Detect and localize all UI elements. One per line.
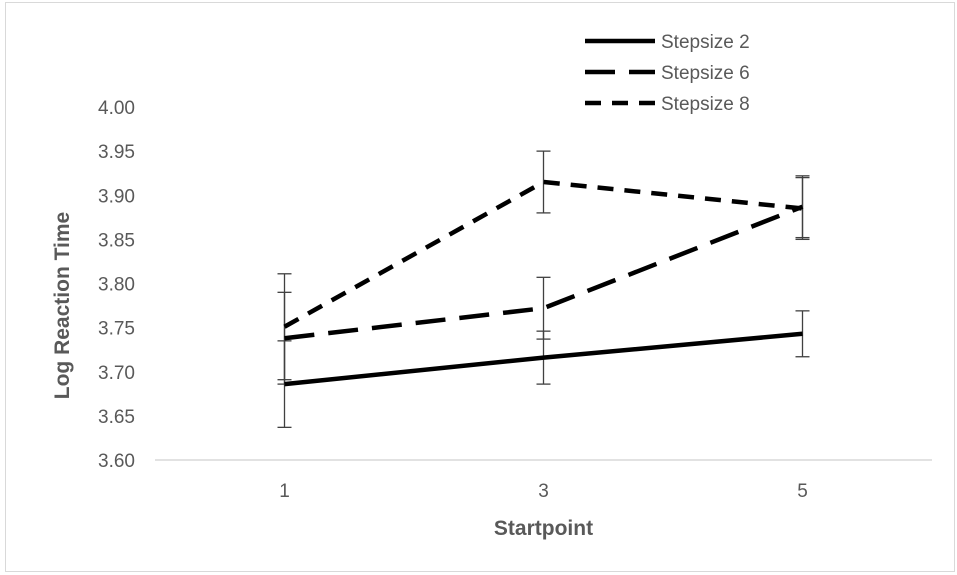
series-line xyxy=(284,331,803,387)
chart-frame xyxy=(5,2,955,572)
y-tick-label: 3.85 xyxy=(98,230,135,251)
x-tick-label: 3 xyxy=(538,481,549,502)
series-lines xyxy=(283,179,804,387)
x-tick-label: 5 xyxy=(797,481,808,502)
y-tick-label: 3.90 xyxy=(98,186,135,207)
legend-label: Stepsize 8 xyxy=(661,94,750,115)
y-tick-label: 3.75 xyxy=(98,319,135,340)
y-tick-label: 3.65 xyxy=(98,407,135,428)
y-tick-label: 3.80 xyxy=(98,275,135,296)
x-axis-ticks: 1 3 5 xyxy=(279,481,808,502)
error-bar xyxy=(536,150,551,214)
y-axis-title: Log Reaction Time xyxy=(51,212,74,399)
legend-label: Stepsize 6 xyxy=(661,63,750,84)
legend-item: Stepsize 6 xyxy=(585,63,750,84)
legend-label: Stepsize 2 xyxy=(661,32,750,53)
y-tick-label: 3.95 xyxy=(98,142,135,163)
y-tick-label: 3.70 xyxy=(98,363,135,384)
y-tick-label: 4.00 xyxy=(98,98,135,119)
legend-item: Stepsize 2 xyxy=(585,32,750,53)
series-line xyxy=(283,179,803,329)
legend: Stepsize 2 Stepsize 6 Stepsize 8 xyxy=(585,32,750,115)
error-bar xyxy=(536,276,551,340)
y-axis-ticks: 3.60 3.65 3.70 3.75 3.80 3.85 3.90 3.95 4.00 xyxy=(98,98,135,472)
error-bars xyxy=(277,150,810,428)
series-line xyxy=(284,204,804,341)
x-tick-label: 1 xyxy=(279,481,290,502)
y-tick-label: 3.60 xyxy=(98,451,135,472)
legend-item: Stepsize 8 xyxy=(585,94,750,115)
x-axis-title: Startpoint xyxy=(494,517,593,540)
